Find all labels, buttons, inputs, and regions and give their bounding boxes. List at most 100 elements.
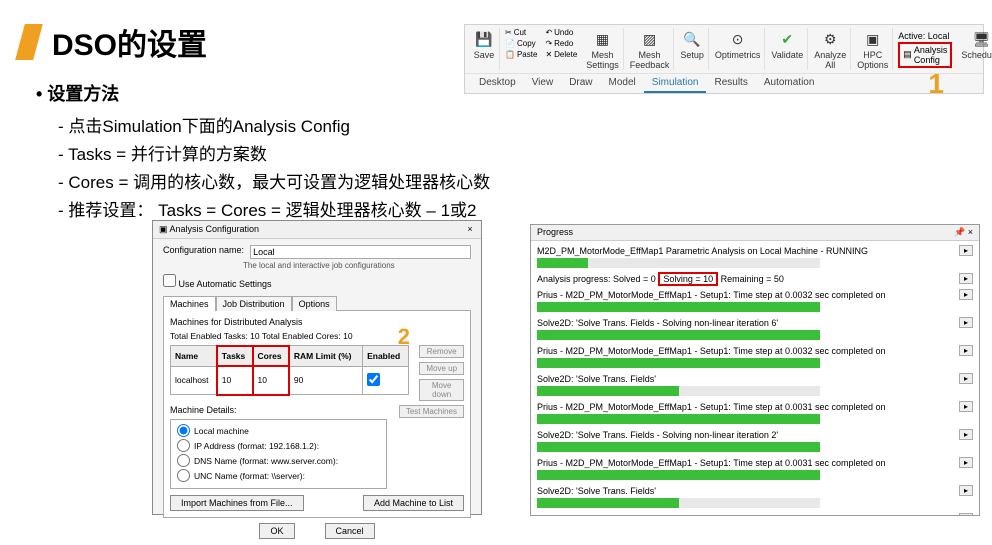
radio-ip-input[interactable] <box>177 439 190 452</box>
method-heading: 设置方法 <box>36 80 490 106</box>
tab-draw[interactable]: Draw <box>561 74 600 93</box>
table-row[interactable]: localhost 10 10 90 <box>171 366 409 394</box>
tab-model[interactable]: Model <box>601 74 644 93</box>
add-machine-button[interactable]: Add Machine to List <box>363 495 464 511</box>
save-group[interactable]: 💾 Save <box>469 28 500 70</box>
progress-item: Analysis progress: Solved = 0 Solving = … <box>537 273 973 284</box>
validate-button[interactable]: ✔Validate <box>767 28 808 70</box>
col-cores: Cores <box>253 346 289 367</box>
progress-expand-button[interactable]: ▸ <box>959 345 973 356</box>
tab-options[interactable]: Options <box>292 296 337 311</box>
analyze-all-button[interactable]: ⚙Analyze All <box>810 28 851 70</box>
progress-bar <box>537 498 820 508</box>
radio-unc[interactable]: UNC Name (format: \\server): <box>177 469 380 482</box>
dialog-actions: OK Cancel <box>163 523 471 539</box>
progress-expand-button[interactable]: ▸ <box>959 245 973 256</box>
progress-fill <box>537 498 679 508</box>
progress-fill <box>537 470 820 480</box>
use-auto-checkbox[interactable] <box>163 274 176 287</box>
analyze-label: Analyze All <box>814 50 846 70</box>
col-ram: RAM Limit (%) <box>289 346 362 367</box>
hpc-options-button[interactable]: ▣HPC Options <box>853 28 893 70</box>
copy-button[interactable]: 📄 Copy <box>505 39 537 49</box>
radio-dns-input[interactable] <box>177 454 190 467</box>
remove-button[interactable]: Remove <box>419 345 464 358</box>
progress-expand-button[interactable]: ▸ <box>959 429 973 440</box>
cell-enabled[interactable] <box>363 366 409 394</box>
radio-dns[interactable]: DNS Name (format: www.server.com): <box>177 454 380 467</box>
progress-expand-button[interactable]: ▸ <box>959 373 973 384</box>
progress-text-line: Solve2D: 'Solve Trans. Fields - Solving … <box>537 429 973 440</box>
setup-icon: 🔍 <box>681 28 703 50</box>
scheduler-button[interactable]: 🖥Scheduler <box>957 28 992 70</box>
tab-view[interactable]: View <box>524 74 562 93</box>
progress-text-line: Solve2D: 'Solve Trans. Fields' ▸ <box>537 373 973 384</box>
cut-button[interactable]: ✂ Cut <box>505 28 537 38</box>
tab-machines[interactable]: Machines <box>163 296 216 311</box>
progress-expand-button[interactable]: ▸ <box>959 513 973 516</box>
progress-expand-button[interactable]: ▸ <box>959 401 973 412</box>
close-icon[interactable]: × <box>465 224 475 235</box>
cell-cores[interactable]: 10 <box>253 366 289 394</box>
progress-expand-button[interactable]: ▸ <box>959 485 973 496</box>
test-machines-group: Test Machines <box>399 405 464 489</box>
progress-text: Prius - M2D_PM_MotorMode_EffMap1 - Setup… <box>537 402 886 412</box>
radio-dns-label: DNS Name (format: www.server.com): <box>194 456 338 466</box>
cell-ram[interactable]: 90 <box>289 366 362 394</box>
slide-title-wrap: DSO的设置 <box>20 20 207 64</box>
tab-automation[interactable]: Automation <box>756 74 823 93</box>
progress-pin-icon[interactable]: 📌 × <box>954 227 973 238</box>
mesh-settings-button[interactable]: ▦Mesh Settings <box>582 28 624 70</box>
movedown-button[interactable]: Move down <box>419 379 464 401</box>
annotation-1: 1 <box>928 68 944 100</box>
progress-expand-button[interactable]: ▸ <box>959 317 973 328</box>
analysis-config-button[interactable]: ▤ Analysis Config <box>898 42 952 68</box>
totals-text: Total Enabled Tasks: 10 Total Enabled Co… <box>170 331 353 341</box>
progress-item: Prius - M2D_PM_MotorMode_EffMap1 - Setup… <box>537 457 973 480</box>
progress-text-line: Prius - M2D_PM_MotorMode_EffMap1 - Setup… <box>537 401 973 412</box>
config-name-input[interactable] <box>250 245 471 259</box>
cell-tasks[interactable]: 10 <box>217 366 253 394</box>
redo-button[interactable]: ↷ Redo <box>545 39 577 49</box>
progress-text-line: Prius - M2D_PM_MotorMode_EffMap1 - Setup… <box>537 513 973 516</box>
cell-name: localhost <box>171 366 218 394</box>
validate-icon: ✔ <box>776 28 798 50</box>
mesh-feedback-button[interactable]: ▨Mesh Feedback <box>626 28 675 70</box>
tab-job-distribution[interactable]: Job Distribution <box>216 296 292 311</box>
setup-button[interactable]: 🔍Setup <box>676 28 709 70</box>
table-header-row: Name Tasks Cores RAM Limit (%) Enabled <box>171 346 409 367</box>
radio-local[interactable]: Local machine <box>177 424 380 437</box>
bullet-item: Cores = 调用的核心数，最大可设置为逻辑处理器核心数 <box>58 168 490 193</box>
ok-button[interactable]: OK <box>259 523 294 539</box>
radio-unc-input[interactable] <box>177 469 190 482</box>
dialog-title-text: Analysis Configuration <box>170 224 260 234</box>
totals-row: Total Enabled Tasks: 10 Total Enabled Co… <box>170 331 464 341</box>
delete-button[interactable]: ✕ Delete <box>545 50 577 60</box>
radio-local-input[interactable] <box>177 424 190 437</box>
progress-text: Prius - M2D_PM_MotorMode_EffMap1 - Setup… <box>537 458 886 468</box>
config-name-row: Configuration name: <box>163 245 471 259</box>
progress-fill <box>537 358 820 368</box>
progress-fill <box>537 302 820 312</box>
undo-button[interactable]: ↶ Undo <box>545 28 577 38</box>
optimetrics-button[interactable]: ⊙Optimetrics <box>711 28 766 70</box>
progress-expand-button[interactable]: ▸ <box>959 289 973 300</box>
import-machines-button[interactable]: Import Machines from File... <box>170 495 304 511</box>
cancel-button[interactable]: Cancel <box>325 523 375 539</box>
paste-button[interactable]: 📋 Paste <box>505 50 537 60</box>
tab-results[interactable]: Results <box>706 74 755 93</box>
col-name: Name <box>171 346 218 367</box>
title-accent-bar <box>15 24 43 60</box>
test-machines-button[interactable]: Test Machines <box>399 405 464 418</box>
tab-simulation[interactable]: Simulation <box>644 74 707 93</box>
dialog-titlebar: ▣ Analysis Configuration × <box>153 221 481 239</box>
progress-item: Solve2D: 'Solve Trans. Fields - Solving … <box>537 317 973 340</box>
enabled-checkbox[interactable] <box>367 373 380 386</box>
progress-bar <box>537 358 820 368</box>
solving-highlight: Solving = 10 <box>658 272 718 286</box>
progress-expand-button[interactable]: ▸ <box>959 273 973 284</box>
progress-expand-button[interactable]: ▸ <box>959 457 973 468</box>
moveup-button[interactable]: Move up <box>419 362 464 375</box>
tab-desktop[interactable]: Desktop <box>471 74 524 93</box>
radio-ip[interactable]: IP Address (format: 192.168.1.2): <box>177 439 380 452</box>
